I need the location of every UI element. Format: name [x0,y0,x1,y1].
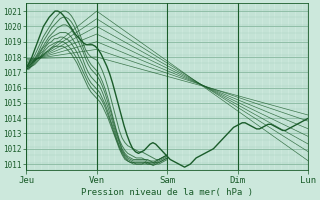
X-axis label: Pression niveau de la mer( hPa ): Pression niveau de la mer( hPa ) [81,188,253,197]
